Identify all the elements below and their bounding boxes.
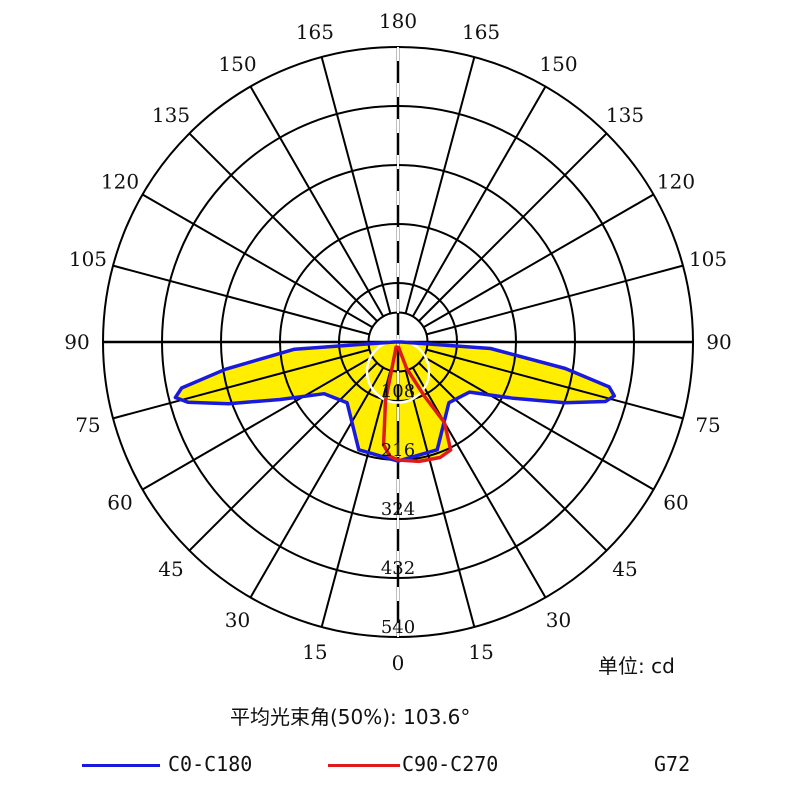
angle-label-left-135: 135 [152, 103, 190, 127]
angle-label-left-90: 90 [64, 330, 89, 354]
angle-label-left-180: 180 [379, 9, 417, 33]
angle-label-left-75: 75 [75, 413, 100, 437]
spoke-315 [188, 362, 378, 552]
angle-label-left-105: 105 [69, 247, 107, 271]
angle-label-left-0: 0 [392, 651, 405, 675]
angle-label-left-60: 60 [107, 491, 132, 515]
legend-line-c0-c180 [82, 764, 160, 767]
spoke-285 [112, 348, 370, 420]
angle-label-right-75: 75 [695, 413, 720, 437]
spoke-225 [188, 132, 378, 322]
angle-label-right-15: 15 [468, 640, 493, 664]
angle-label-right-165: 165 [462, 20, 500, 44]
model-label: G72 [654, 752, 691, 776]
angle-label-right-45: 45 [612, 557, 637, 581]
ring-label-540: 540 [381, 617, 415, 638]
spoke-75 [426, 348, 684, 420]
spoke-330 [249, 367, 385, 598]
angle-label-right-150: 150 [539, 52, 577, 76]
spoke-210 [249, 86, 385, 317]
legend-label-c90-c270: C90-C270 [402, 752, 499, 776]
spoke-135 [418, 132, 608, 322]
spoke-60 [423, 355, 654, 491]
ring-value-labels: 108 216 324 432 540 [381, 381, 415, 638]
angle-label-right-60: 60 [663, 491, 688, 515]
spoke-150 [411, 86, 547, 317]
angle-label-left-45: 45 [158, 557, 183, 581]
spoke-240 [142, 193, 373, 329]
spoke-120 [423, 193, 654, 329]
ring-label-432: 432 [381, 558, 415, 579]
series-c0-c180 [173, 340, 617, 463]
spoke-345 [320, 370, 392, 628]
beam-fill-c90-c270 [383, 347, 451, 462]
angle-label-right-120: 120 [657, 170, 695, 194]
angle-labels: 0 15 30 45 60 75 90 105 120 135 150 165 180 15 30 45 60 7… [64, 9, 731, 675]
angle-label-left-30: 30 [225, 608, 250, 632]
unit-label: 单位: cd [598, 654, 675, 678]
ring-label-108: 108 [381, 381, 415, 402]
angle-label-left-165: 165 [296, 20, 334, 44]
series-c90-c270 [381, 345, 453, 464]
angle-label-right-135: 135 [606, 103, 644, 127]
spoke-15 [404, 370, 476, 628]
angle-label-right-105: 105 [689, 247, 727, 271]
ring-label-324: 324 [381, 499, 415, 520]
ring-label-216: 216 [381, 440, 415, 461]
spoke-105 [426, 264, 684, 336]
legend-line-c90-c270 [328, 764, 400, 767]
angle-label-left-150: 150 [218, 52, 256, 76]
spoke-30 [411, 367, 547, 598]
angle-label-right-90: 90 [706, 330, 731, 354]
spoke-300 [142, 355, 373, 491]
spoke-165 [404, 56, 476, 314]
legend-label-c0-c180: C0-C180 [168, 752, 253, 776]
spoke-45 [418, 362, 608, 552]
angle-label-right-30: 30 [546, 608, 571, 632]
series-curves [173, 340, 617, 464]
angle-label-left-15: 15 [302, 640, 327, 664]
angle-label-left-120: 120 [101, 170, 139, 194]
spoke-255 [112, 264, 370, 336]
beam-angle-label: 平均光束角(50%): 103.6° [230, 705, 471, 729]
spoke-195 [320, 56, 392, 314]
